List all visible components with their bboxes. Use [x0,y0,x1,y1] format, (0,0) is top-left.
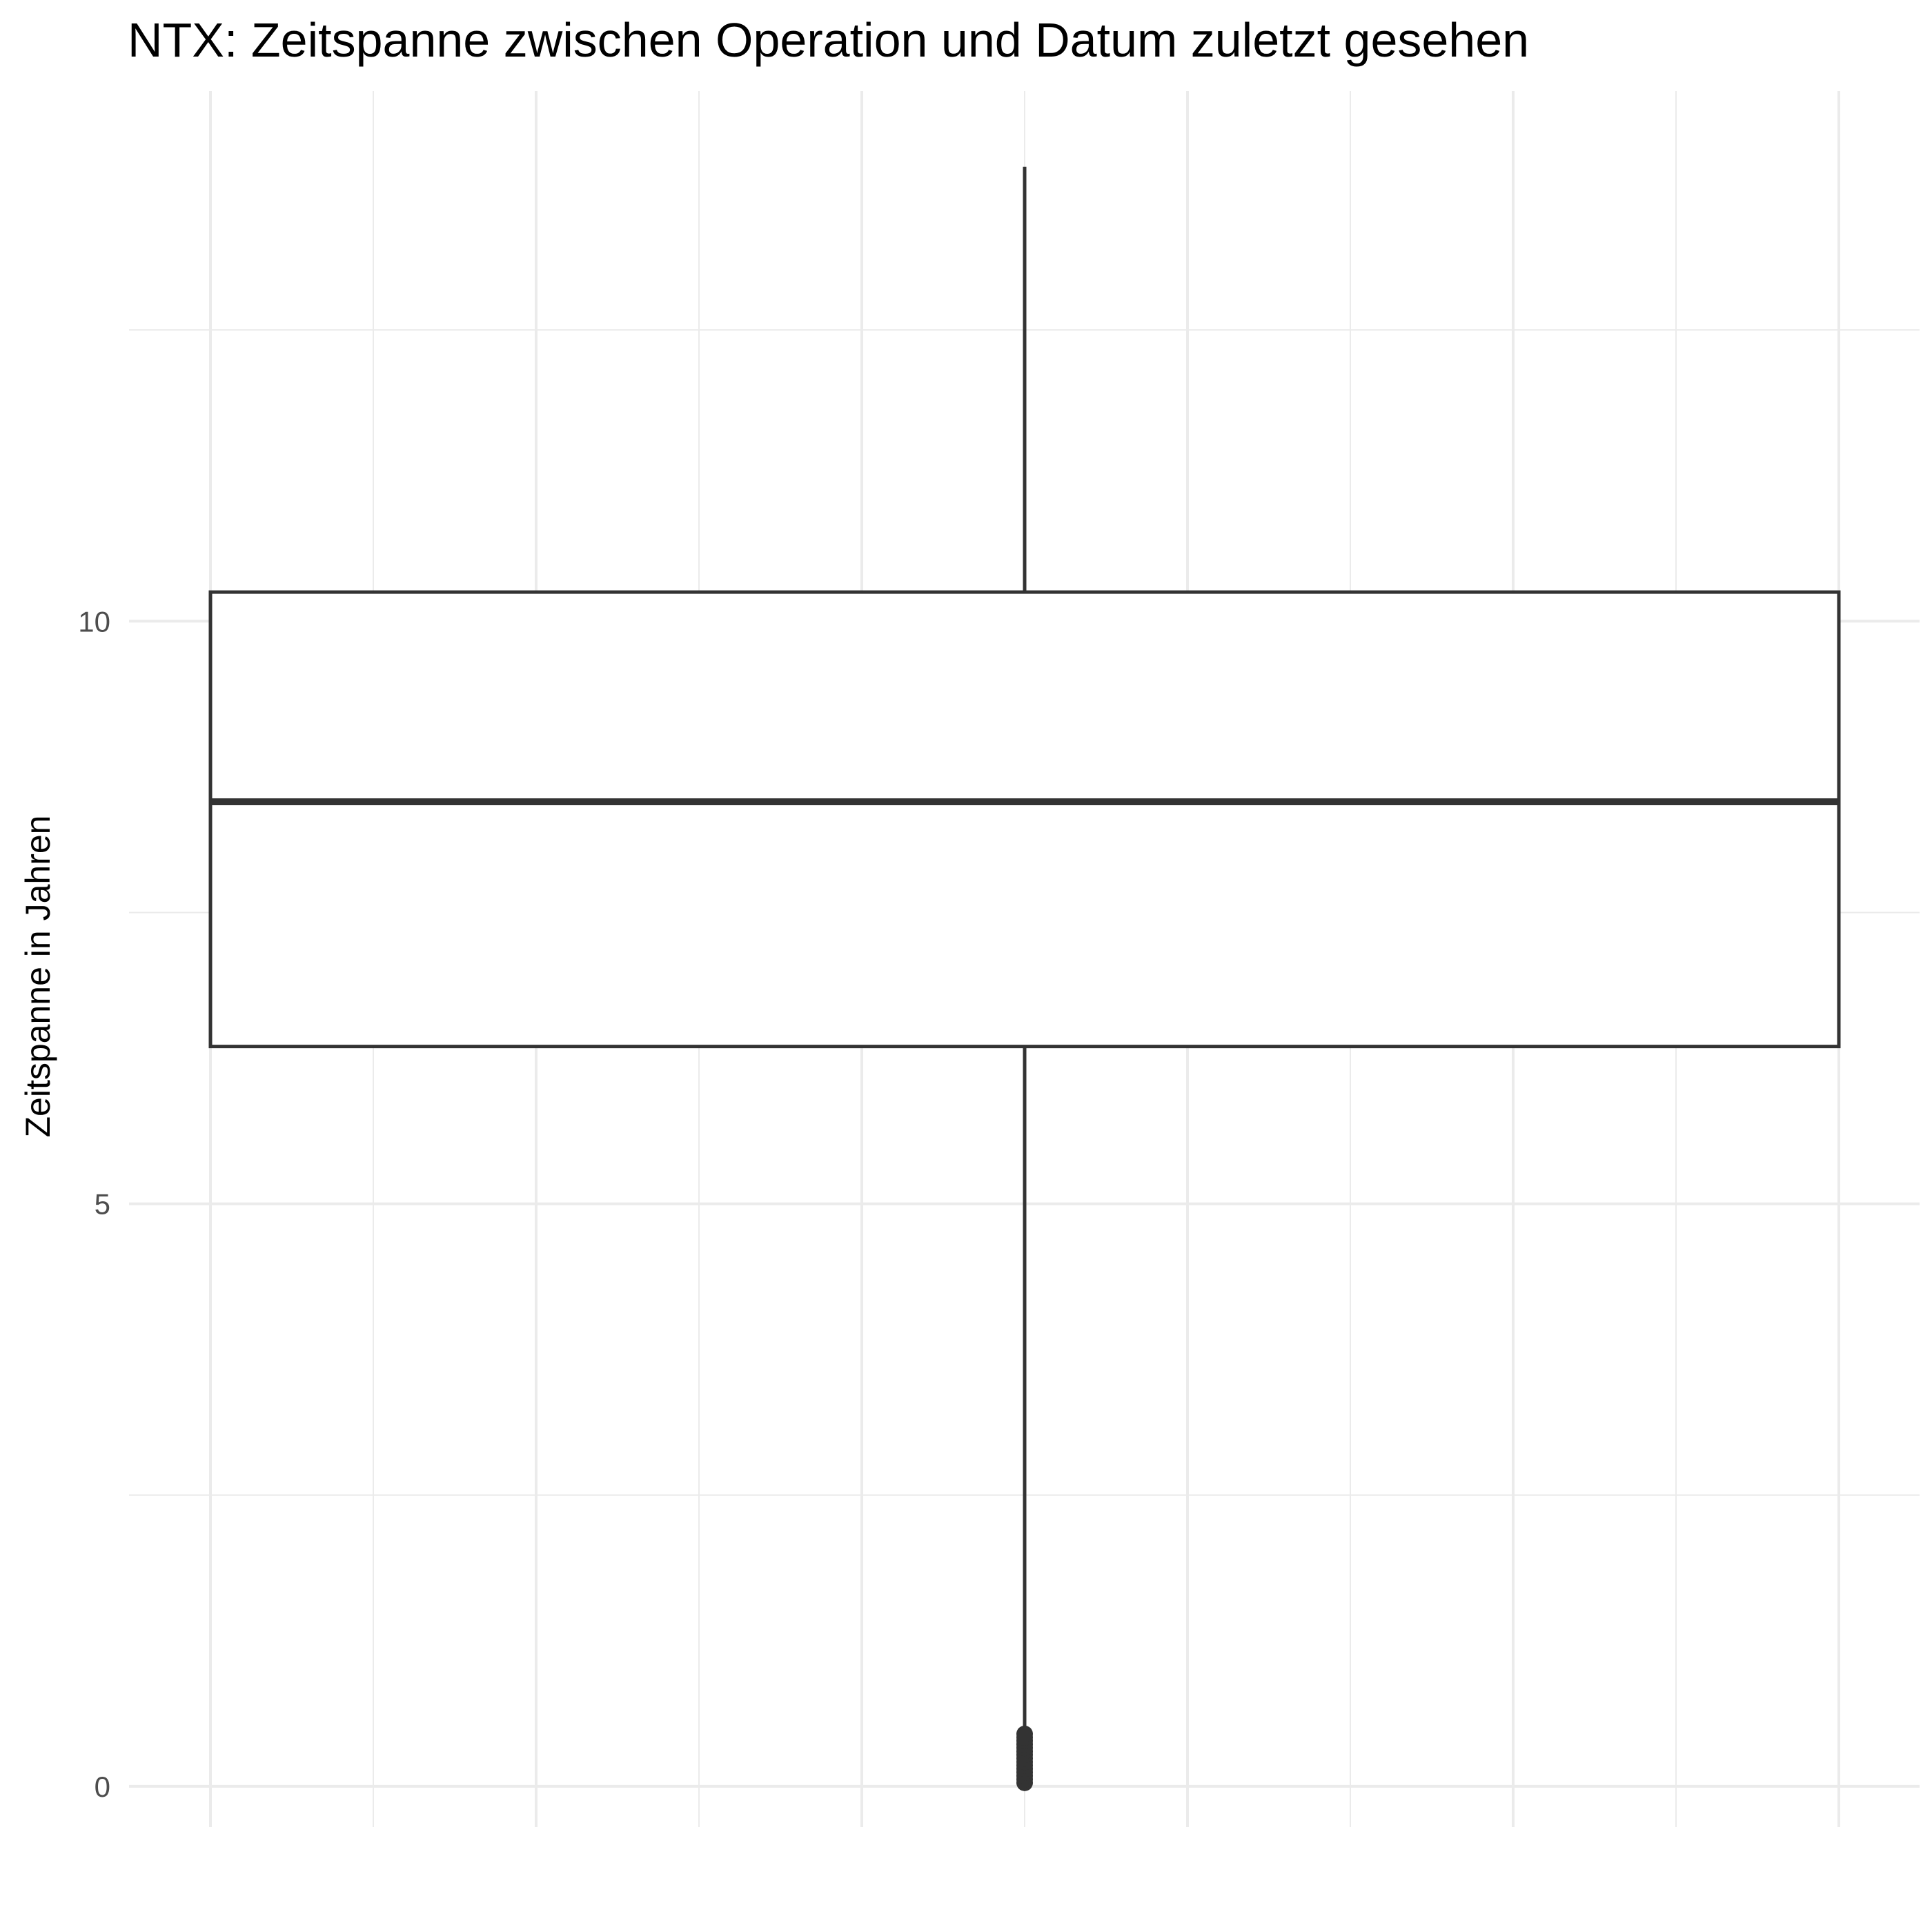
interquartile-box [208,590,1841,1049]
y-tick-label: 10 [78,605,110,638]
y-axis-label: Zeitspanne in Jahren [19,816,57,1138]
box-plot [208,166,1841,1791]
chart-title: NTX: Zeitspanne zwischen Operation und D… [128,13,1529,67]
outlier-point [1016,1725,1033,1742]
y-tick-label: 5 [95,1188,110,1221]
y-axis-tick-labels: 0 5 10 [78,605,110,1803]
y-tick-label: 0 [95,1771,110,1803]
